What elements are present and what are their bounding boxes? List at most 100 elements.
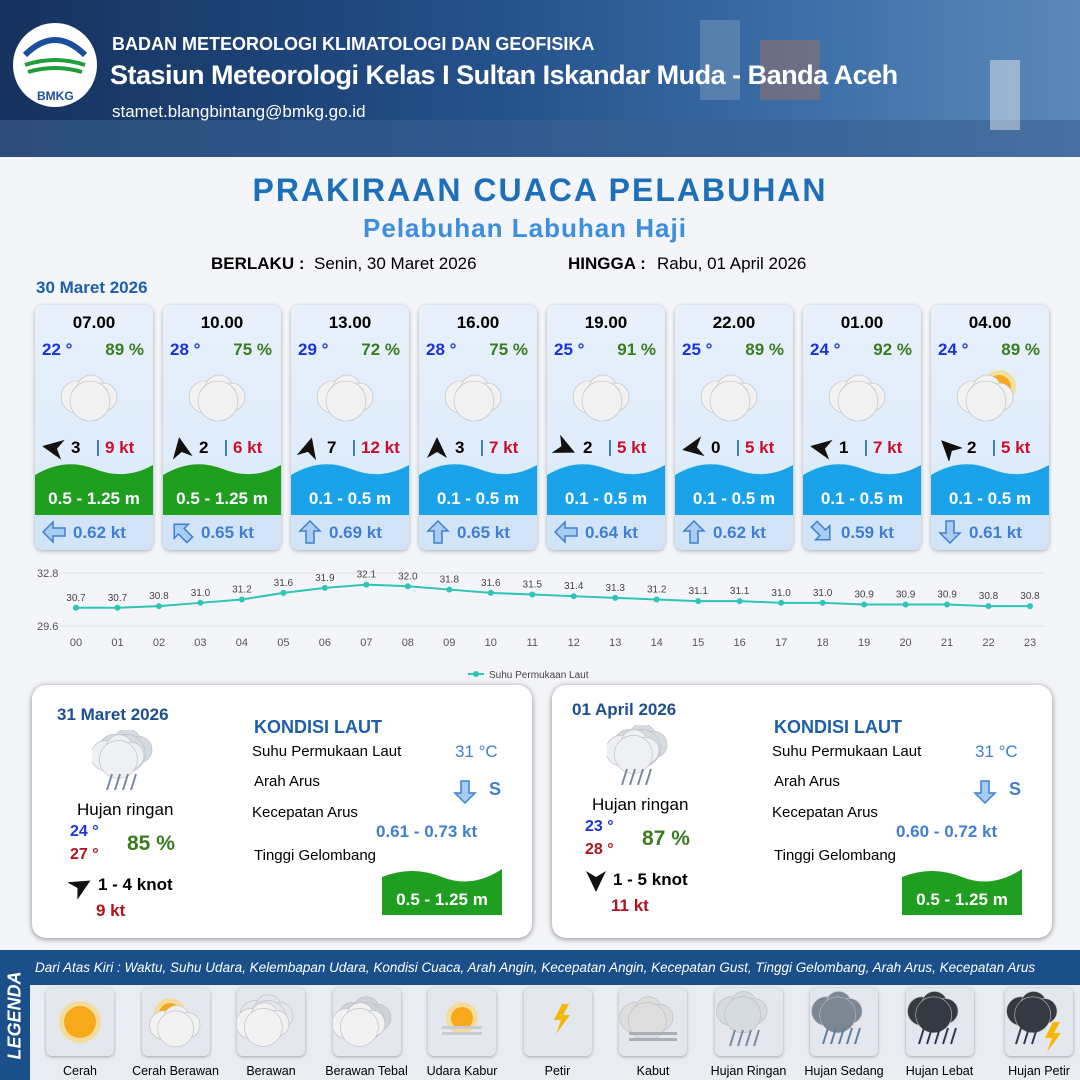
temp-max: 27 ° <box>70 846 99 863</box>
point <box>446 586 453 593</box>
daily-date: 31 Maret 2026 <box>57 705 169 724</box>
weather-icon <box>956 370 1016 422</box>
current-arrow <box>426 519 450 544</box>
point <box>114 604 121 611</box>
rain <box>621 768 628 786</box>
point <box>778 599 785 606</box>
x-tick-label: 22 <box>982 637 994 649</box>
arrow-shape <box>453 780 477 805</box>
value-label: 31.2 <box>647 585 667 596</box>
forecast-card: 04.00 24 ° 89 % 2 5 kt 0.1 - 0.5 m 0.61 kt <box>931 305 1049 550</box>
humidity: 72 % <box>361 340 400 359</box>
value-label: 31.5 <box>523 580 543 591</box>
forecast-card: 16.00 28 ° 75 % 3 7 kt 0.1 - 0.5 m 0.65 kt <box>419 305 537 550</box>
gust: 9 kt <box>96 901 126 920</box>
cloud-part <box>453 380 495 422</box>
wave-label: Tinggi Gelombang <box>254 847 377 864</box>
value-label: 31.9 <box>315 573 335 584</box>
legend-title: LEGENDA <box>4 971 25 1060</box>
arrow-shape <box>682 519 706 544</box>
legend-description: Dari Atas Kiri : Waktu, Suhu Udara, Kele… <box>35 960 1036 975</box>
arrow-shape <box>682 436 705 457</box>
value-label: 30.8 <box>149 591 169 602</box>
legend-band <box>30 950 1080 985</box>
container <box>700 20 740 100</box>
wave-height: 0.5 - 1.25 m <box>916 890 1008 909</box>
arrow-shape <box>68 880 91 899</box>
legend-icon-box <box>332 988 401 1056</box>
value-label: 30.7 <box>108 593 128 604</box>
temperature: 29 ° <box>298 340 329 359</box>
rain <box>114 773 121 791</box>
arrow-shape <box>427 437 447 458</box>
value-label: 30.9 <box>896 589 916 600</box>
direction-arrow <box>427 437 447 458</box>
arrow-shape <box>173 523 194 544</box>
legend-icon <box>332 996 391 1047</box>
separator <box>609 440 611 456</box>
wave <box>35 464 153 515</box>
sst-chart: 29.6 32.8 00 01 02 03 04 05 06 07 08 09 10 11 12 13 14 15… <box>37 568 1045 681</box>
point <box>487 589 494 596</box>
current-dir: S <box>489 779 502 799</box>
current-speed: 0.65 kt <box>457 523 510 542</box>
time: 10.00 <box>200 313 244 332</box>
temperature: 25 ° <box>554 340 585 359</box>
sun <box>64 1006 96 1038</box>
sst-label: Suhu Permukaan Laut <box>772 743 922 760</box>
cloud-part <box>914 996 952 1034</box>
cloud-part <box>581 380 623 422</box>
legend-icon-box <box>1005 988 1073 1056</box>
legend-label: Hujan Ringan <box>710 1064 787 1078</box>
x-tick-label: 10 <box>485 637 497 649</box>
wave-shape <box>547 464 665 515</box>
wave-height: 0.5 - 1.25 m <box>48 489 140 508</box>
current-speed: 0.61 kt <box>969 523 1022 542</box>
cloud-part <box>156 1010 194 1048</box>
point <box>197 599 204 606</box>
wind-speed: 7 <box>327 438 337 457</box>
rain <box>728 1029 736 1047</box>
x-tick-label: 09 <box>443 637 455 649</box>
wave-shape <box>902 869 1022 915</box>
separator <box>865 440 867 456</box>
arrow-shape <box>296 437 317 461</box>
current-speed-label: Kecepatan Arus <box>252 804 358 821</box>
cloud-part <box>325 380 367 422</box>
gust: 5 kt <box>745 438 775 457</box>
point <box>612 594 619 601</box>
wave-height: 0.1 - 0.5 m <box>948 489 1032 508</box>
current-speed: 0.62 kt <box>73 523 126 542</box>
point <box>653 596 660 603</box>
current-arrow <box>41 520 66 544</box>
legend-icon-box <box>619 988 687 1056</box>
wind-speed: 3 <box>71 438 81 457</box>
current-arrow <box>173 523 194 544</box>
arrow-shape <box>810 520 831 541</box>
wind-speed: 2 <box>967 438 977 457</box>
daily-date: 01 April 2026 <box>572 700 677 719</box>
time: 22.00 <box>712 313 756 332</box>
x-tick-label: 17 <box>775 637 787 649</box>
current-speed: 0.62 kt <box>713 523 766 542</box>
x-tick-label: 06 <box>319 637 331 649</box>
arrow-shape <box>172 437 193 460</box>
wind-speed: 0 <box>711 438 721 457</box>
fog <box>629 1032 677 1035</box>
rain <box>130 773 137 791</box>
time: 04.00 <box>968 313 1012 332</box>
x-tick-label: 00 <box>70 637 82 649</box>
wave-shape <box>382 869 502 915</box>
legend-icon-box <box>428 988 496 1056</box>
legend-icon <box>59 1001 101 1043</box>
point <box>155 603 162 610</box>
legend-label: Hujan Sedang <box>804 1064 884 1078</box>
value-label: 31.4 <box>564 581 584 592</box>
value-label: 32.1 <box>357 570 377 581</box>
cloud-part <box>614 735 653 774</box>
rain <box>917 1027 925 1045</box>
cloud-part <box>69 380 111 422</box>
rain <box>645 768 652 786</box>
x-tick-label: 03 <box>194 637 206 649</box>
